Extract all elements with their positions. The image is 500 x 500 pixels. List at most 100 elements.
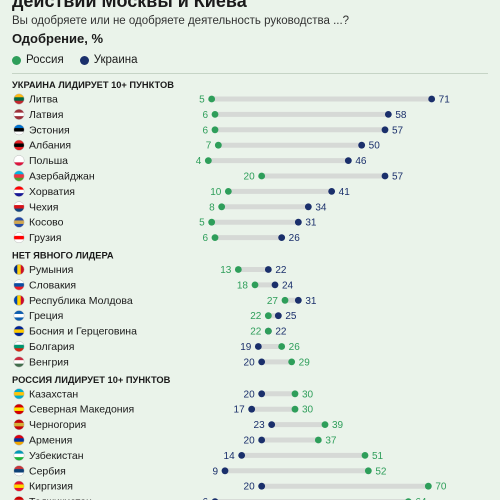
point-russia-uzbekistan (361, 452, 369, 459)
kosovo-flag-icon (13, 217, 25, 228)
point-ukraine-serbia (221, 467, 229, 475)
uzbekistan-flag-outline (13, 449, 25, 461)
country-label-kyrgyzstan: Киргизия (29, 481, 73, 493)
value-label-ukraine-bulgaria: 19 (240, 342, 252, 353)
country-label-czechia: Чехия (29, 201, 58, 213)
albania-flag-outline (13, 139, 25, 151)
uzbekistan-flag-icon (13, 450, 25, 461)
country-label-latvia: Латвия (29, 109, 63, 121)
point-ukraine-north-macedonia (248, 405, 256, 413)
country-label-croatia: Хорватия (29, 186, 75, 198)
value-label-russia-serbia: 52 (375, 466, 387, 477)
romania-flag-icon (13, 264, 25, 275)
country-label-tajikistan: Таджикистан (29, 496, 92, 500)
point-russia-moldova (281, 296, 289, 304)
point-ukraine-lithuania (428, 95, 436, 103)
value-label-ukraine-latvia: 58 (395, 110, 407, 121)
country-label-lithuania: Литва (29, 94, 58, 106)
point-ukraine-bulgaria (254, 343, 262, 350)
croatia-flag-icon (13, 186, 25, 197)
point-russia-georgia (211, 234, 219, 242)
value-label-russia-azerbaijan: 20 (244, 172, 256, 183)
moldova-flag-icon (13, 295, 25, 306)
legend-label-russia: Россия (26, 54, 64, 66)
value-label-ukraine-albania: 50 (369, 141, 381, 152)
legend-dot-ukraine (79, 55, 89, 65)
value-label-russia-tajikistan: 64 (415, 497, 427, 500)
bulgaria-flag-icon (13, 341, 25, 352)
legend-dot-russia (12, 55, 21, 65)
estonia-flag-icon (13, 124, 25, 136)
country-label-serbia: Сербия (29, 465, 66, 477)
point-ukraine-albania (358, 141, 366, 149)
value-label-ukraine-armenia: 20 (244, 436, 256, 447)
value-label-ukraine-poland: 46 (355, 156, 367, 167)
section-label: УКРАИНА ЛИДИРУЕТ 10+ ПУНКТОВ (12, 80, 174, 90)
point-russia-north-macedonia (291, 405, 299, 413)
value-label-russia-albania: 7 (206, 141, 212, 152)
value-label-ukraine-hungary: 20 (244, 357, 256, 368)
point-russia-azerbaijan (258, 172, 266, 180)
value-label-ukraine-azerbaijan: 57 (392, 172, 404, 183)
romania-flag-outline (13, 264, 25, 275)
value-label-ukraine-georgia: 26 (289, 233, 301, 244)
legend-label-ukraine: Украина (93, 54, 138, 66)
tajikistan-flag-outline (13, 496, 25, 500)
value-label-ukraine-kazakhstan: 20 (244, 389, 256, 400)
country-label-bulgaria: Болгария (29, 341, 74, 353)
country-label-moldova: Республика Молдова (29, 295, 133, 307)
lithuania-flag-outline (13, 93, 25, 105)
hungary-flag-outline (13, 356, 25, 368)
point-ukraine-kyrgyzstan (258, 482, 266, 490)
value-label-russia-uzbekistan: 51 (372, 451, 384, 462)
serbia-flag-icon (13, 465, 25, 476)
chart-subtitle: Вы одобряете или не одобряете деятельнос… (12, 15, 350, 27)
value-label-russia-lithuania: 5 (199, 95, 205, 106)
lithuania-flag-icon (13, 93, 25, 105)
point-ukraine-kazakhstan (258, 390, 266, 398)
country-label-estonia: Эстония (29, 124, 70, 136)
point-ukraine-slovakia (271, 281, 279, 289)
point-ukraine-kosovo (294, 218, 302, 226)
point-ukraine-armenia (258, 436, 266, 444)
value-label-ukraine-slovakia: 24 (282, 280, 294, 291)
bosnia-flag-icon (13, 325, 25, 337)
legend: Россия Украина (12, 54, 148, 66)
country-label-hungary: Венгрия (29, 356, 69, 368)
point-russia-estonia (211, 126, 219, 134)
point-russia-hungary (288, 358, 296, 366)
point-russia-armenia (314, 436, 322, 444)
point-ukraine-croatia (328, 188, 336, 195)
point-russia-romania (234, 266, 242, 273)
value-label-russia-armenia: 37 (325, 436, 337, 447)
point-russia-poland (204, 157, 212, 165)
slovakia-flag-outline (13, 279, 25, 291)
latvia-flag-outline (13, 108, 25, 120)
value-label-russia-kazakhstan: 30 (302, 389, 314, 400)
point-russia-czechia (218, 203, 226, 211)
country-label-kosovo: Косово (29, 217, 64, 229)
kyrgyzstan-flag-icon (13, 481, 25, 492)
value-label-ukraine-estonia: 57 (392, 125, 404, 136)
country-label-bosnia: Босния и Герцеговина (29, 326, 137, 338)
czechia-flag-outline (13, 201, 25, 213)
croatia-flag-outline (13, 185, 25, 197)
point-russia-lithuania (208, 95, 216, 103)
point-russia-kosovo (208, 218, 216, 226)
slovakia-flag-icon (13, 279, 25, 291)
point-ukraine-georgia (278, 234, 286, 242)
value-label-ukraine-moldova: 31 (305, 296, 317, 307)
value-label-ukraine-kosovo: 31 (305, 218, 317, 229)
country-label-north-macedonia: Северная Македония (29, 404, 134, 416)
greece-flag-outline (13, 310, 25, 322)
north-macedonia-flag-icon (13, 404, 25, 415)
latvia-flag-icon (13, 109, 25, 120)
kazakhstan-flag-icon (13, 388, 25, 399)
chart-title: действий Москвы и Киева (12, 0, 247, 11)
montenegro-flag-icon (13, 419, 25, 430)
value-label-russia-bulgaria: 26 (289, 342, 301, 353)
moldova-flag-outline (13, 294, 25, 306)
section-label: РОССИЯ ЛИДИРУЕТ 10+ ПУНКТОВ (12, 375, 171, 385)
armenia-flag-outline (13, 434, 25, 446)
